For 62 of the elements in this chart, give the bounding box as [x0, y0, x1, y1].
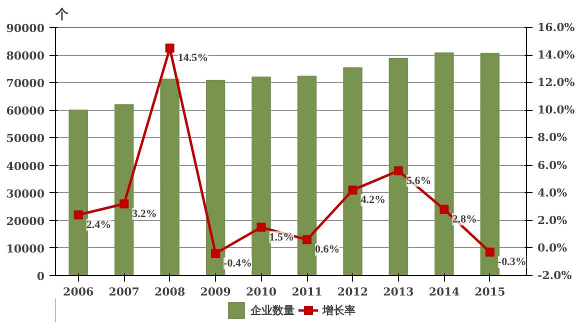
x-tick-label: 2007 — [108, 286, 140, 298]
x-tick-label: 2008 — [154, 286, 186, 298]
y-tick-label: 0 — [36, 270, 45, 283]
x-tick-label: 2015 — [474, 286, 506, 298]
y2-tick-label: 2.0% — [538, 214, 568, 227]
y-tick-label: 90000 — [6, 22, 45, 35]
y2-tick-label: 12.0% — [538, 76, 576, 90]
x-tick-label: 2010 — [246, 286, 277, 298]
legend-label: 增长率 — [322, 302, 356, 318]
y-tick-label: 20000 — [6, 214, 45, 228]
x-tick-label: 2009 — [200, 286, 231, 298]
point — [440, 204, 449, 214]
data-label: 2.4% — [86, 218, 112, 231]
y2-tick-label: 4.0% — [538, 186, 568, 200]
bar — [297, 76, 317, 276]
x-tick-label: 2011 — [292, 286, 322, 298]
data-label: 3.2% — [132, 208, 157, 220]
point — [485, 248, 494, 257]
y2-tick-label: 8.0% — [538, 131, 568, 144]
bar — [252, 76, 271, 276]
y2-tick-label: 14.0% — [538, 48, 576, 62]
y2-tick-label: -2.0% — [538, 269, 572, 282]
legend-label: 企业数量 — [250, 302, 294, 318]
data-label: 1.5% — [269, 231, 294, 244]
x-tick-label: 2012 — [337, 286, 368, 298]
x-tick-label: 2014 — [428, 286, 460, 298]
data-label: -0.3% — [498, 256, 526, 268]
point — [74, 210, 83, 220]
y-tick-label: 80000 — [6, 50, 45, 63]
y2-tick-label: 16.0% — [538, 21, 576, 34]
y2-tick-label: 0.0% — [538, 241, 568, 254]
data-label: 0.6% — [315, 244, 340, 256]
point — [302, 235, 312, 244]
y-axis-title: 个 — [54, 8, 70, 22]
bar — [343, 67, 362, 276]
x-tick-label: 2006 — [63, 286, 94, 298]
x-tick-label: 2013 — [383, 286, 414, 298]
y-tick-label: 60000 — [6, 104, 45, 118]
point — [211, 248, 220, 258]
data-label: -0.4% — [224, 257, 252, 270]
bar — [388, 58, 408, 276]
point — [348, 186, 358, 195]
bar — [206, 80, 226, 276]
bar — [114, 104, 134, 276]
data-label: 14.5% — [178, 52, 208, 64]
point — [165, 44, 174, 53]
y2-tick-label: 6.0% — [538, 158, 568, 172]
bar — [68, 110, 88, 276]
y-tick-label: 50000 — [6, 132, 45, 146]
point — [120, 199, 129, 208]
bar — [160, 78, 180, 276]
y-tick-label: 40000 — [6, 160, 45, 173]
bar — [434, 52, 454, 276]
y-tick-label: 30000 — [6, 187, 45, 200]
data-label: 2.8% — [452, 213, 477, 226]
point — [256, 222, 266, 232]
y-tick-label: 10000 — [6, 242, 45, 256]
bar — [480, 52, 500, 276]
y-tick-label: 70000 — [6, 77, 45, 90]
y2-tick-label: 10.0% — [538, 104, 576, 117]
point — [394, 166, 403, 176]
data-label: 5.6% — [406, 174, 432, 187]
